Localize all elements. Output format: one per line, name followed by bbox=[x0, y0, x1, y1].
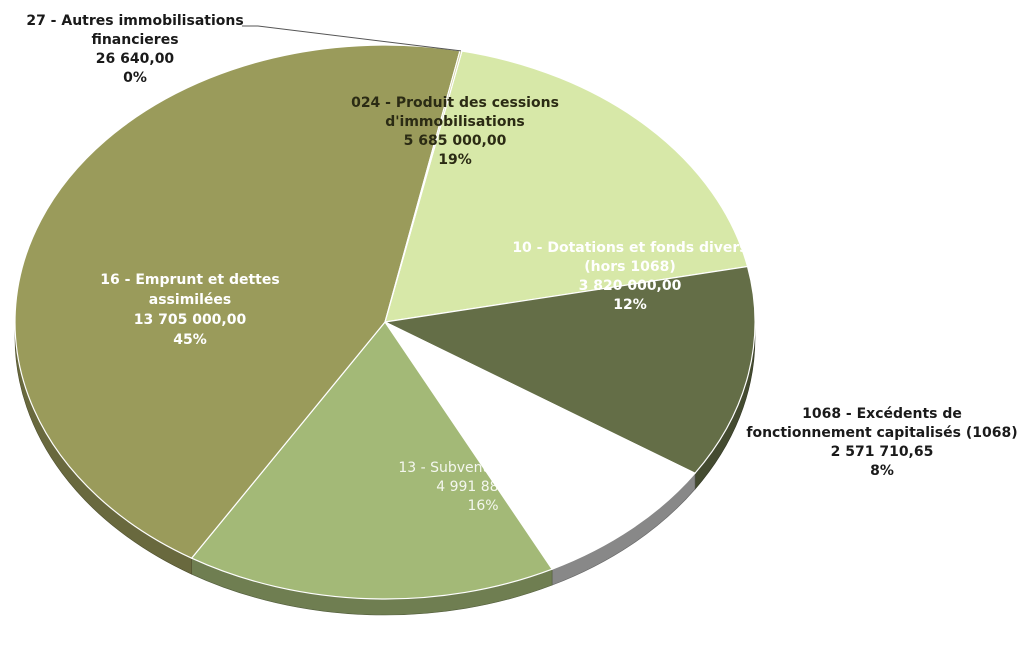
slice-label-line-024: 024 - Produit des cessions bbox=[351, 95, 559, 111]
slice-value-label-024: 5 685 000,00 bbox=[404, 133, 507, 149]
slice-label-27: 27 - Autres immobilisations financieres 26… bbox=[26, 13, 243, 86]
slice-label-line-1068: 1068 - Excédents de bbox=[802, 406, 962, 422]
slice-label-line-10: 10 - Dotations et fonds divers bbox=[512, 240, 747, 256]
pie-slice-13 bbox=[190, 320, 554, 600]
slice-label-13: 13 - Subventions reçues 4 991 881,42 16% bbox=[398, 460, 567, 514]
pie-labels: 024 - Produit des cessions d'immobilisati… bbox=[26, 13, 1017, 514]
slice-label-line-27: 27 - Autres immobilisations bbox=[26, 13, 243, 29]
slice-value-label-16: 13 705 000,00 bbox=[134, 312, 247, 328]
slice-label-line-16: 16 - Emprunt et dettes bbox=[100, 272, 279, 288]
slice-label-line-13: 13 - Subventions reçues bbox=[398, 460, 567, 476]
slice-value-label-27: 26 640,00 bbox=[96, 51, 175, 67]
slice-label-line-27: financieres bbox=[91, 32, 178, 48]
pie-slice-10 bbox=[383, 265, 756, 474]
slice-label-1068: 1068 - Excédents de fonctionnement capita… bbox=[746, 406, 1017, 479]
slice-label-024: 024 - Produit des cessions d'immobilisati… bbox=[351, 95, 559, 168]
pie-slice-1068 bbox=[383, 320, 696, 570]
slice-value-label-13: 4 991 881,42 bbox=[436, 479, 530, 495]
slice-percent-label-16: 45% bbox=[173, 332, 207, 348]
slice-value-label-10: 3 820 000,00 bbox=[579, 278, 682, 294]
slice-label-line-10: (hors 1068) bbox=[584, 259, 675, 275]
slice-percent-label-13: 16% bbox=[467, 498, 498, 514]
slice-label-line-024: d'immobilisations bbox=[385, 114, 525, 130]
leader-line-27 bbox=[242, 25, 462, 52]
pie-slice-024 bbox=[384, 50, 749, 323]
slice-percent-label-10: 12% bbox=[613, 297, 647, 313]
pie-slices bbox=[14, 44, 756, 616]
slice-label-10: 10 - Dotations et fonds divers (hors 1068… bbox=[512, 240, 747, 313]
slice-value-label-1068: 2 571 710,65 bbox=[831, 444, 934, 460]
slice-percent-label-024: 19% bbox=[438, 152, 472, 168]
slice-percent-label-1068: 8% bbox=[870, 463, 894, 479]
slice-label-line-1068: fonctionnement capitalisés (1068) bbox=[746, 425, 1017, 441]
slice-label-16: 16 - Emprunt et dettes assimilées 13 705 0… bbox=[100, 272, 279, 348]
slice-percent-label-27: 0% bbox=[123, 70, 147, 86]
pie-slice-16 bbox=[14, 44, 461, 559]
slice-label-line-16: assimilées bbox=[149, 292, 231, 308]
